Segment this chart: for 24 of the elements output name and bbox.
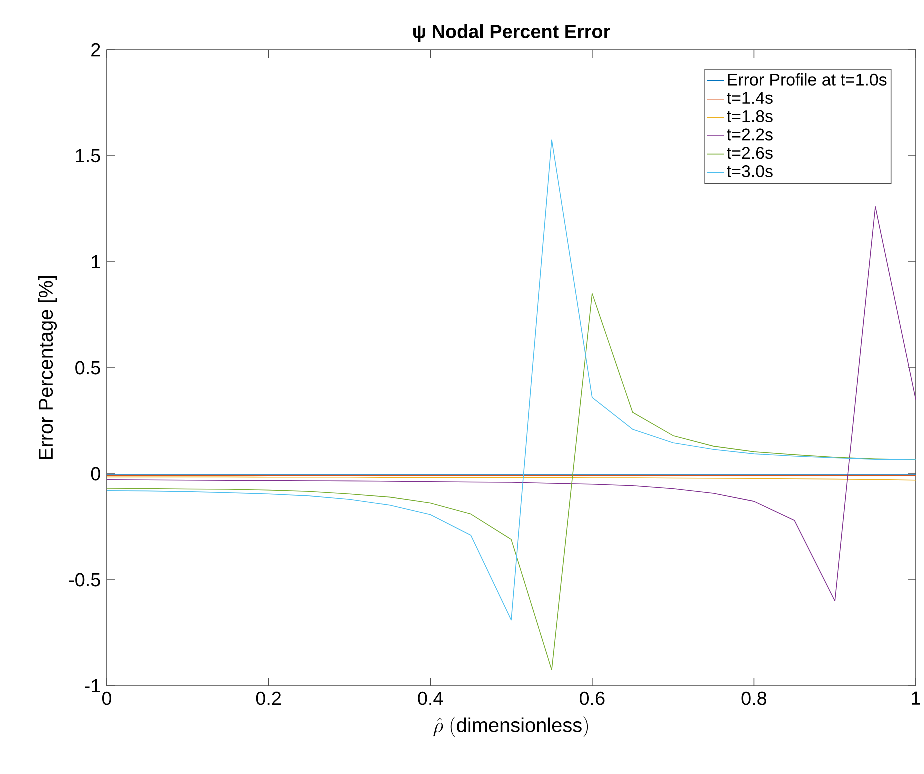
y-tick-label: 2 [92,43,100,57]
y-tick-label: 1 [92,255,100,269]
line-series [107,140,916,621]
x-tick-label: 0.8 [742,692,767,706]
x-tick-label: 0.6 [580,692,605,706]
x-axis-title: $\hat{\rho}\ (\mathrm{dimensionless})$ [434,716,588,738]
x-tick-label: 0 [102,692,112,706]
x-tick-label: 0.4 [418,692,444,706]
y-tick-label: -0.5 [69,573,100,587]
legend-label: t=1.8s [727,110,773,122]
line-series [107,206,916,602]
y-axis-title: Error Percentage [%] [38,276,58,460]
legend-label: t=1.4s [727,92,773,104]
y-tick-label: 0 [91,467,100,481]
y-tick-label: 1.5 [76,149,100,163]
chart-title: ψ Nodal Percent Error [414,24,610,42]
x-tick-label: 1 [912,692,920,705]
legend-label: Error Profile at t=1.0s [728,73,887,86]
legend-label: t=2.6s [727,147,773,160]
legend-label: t=3.0s [727,165,773,178]
x-tick-label: 0.2 [256,692,282,706]
y-tick-label: 0.5 [76,361,100,375]
legend-label: t=2.2s [727,128,773,141]
y-tick-label: -1 [85,679,100,693]
